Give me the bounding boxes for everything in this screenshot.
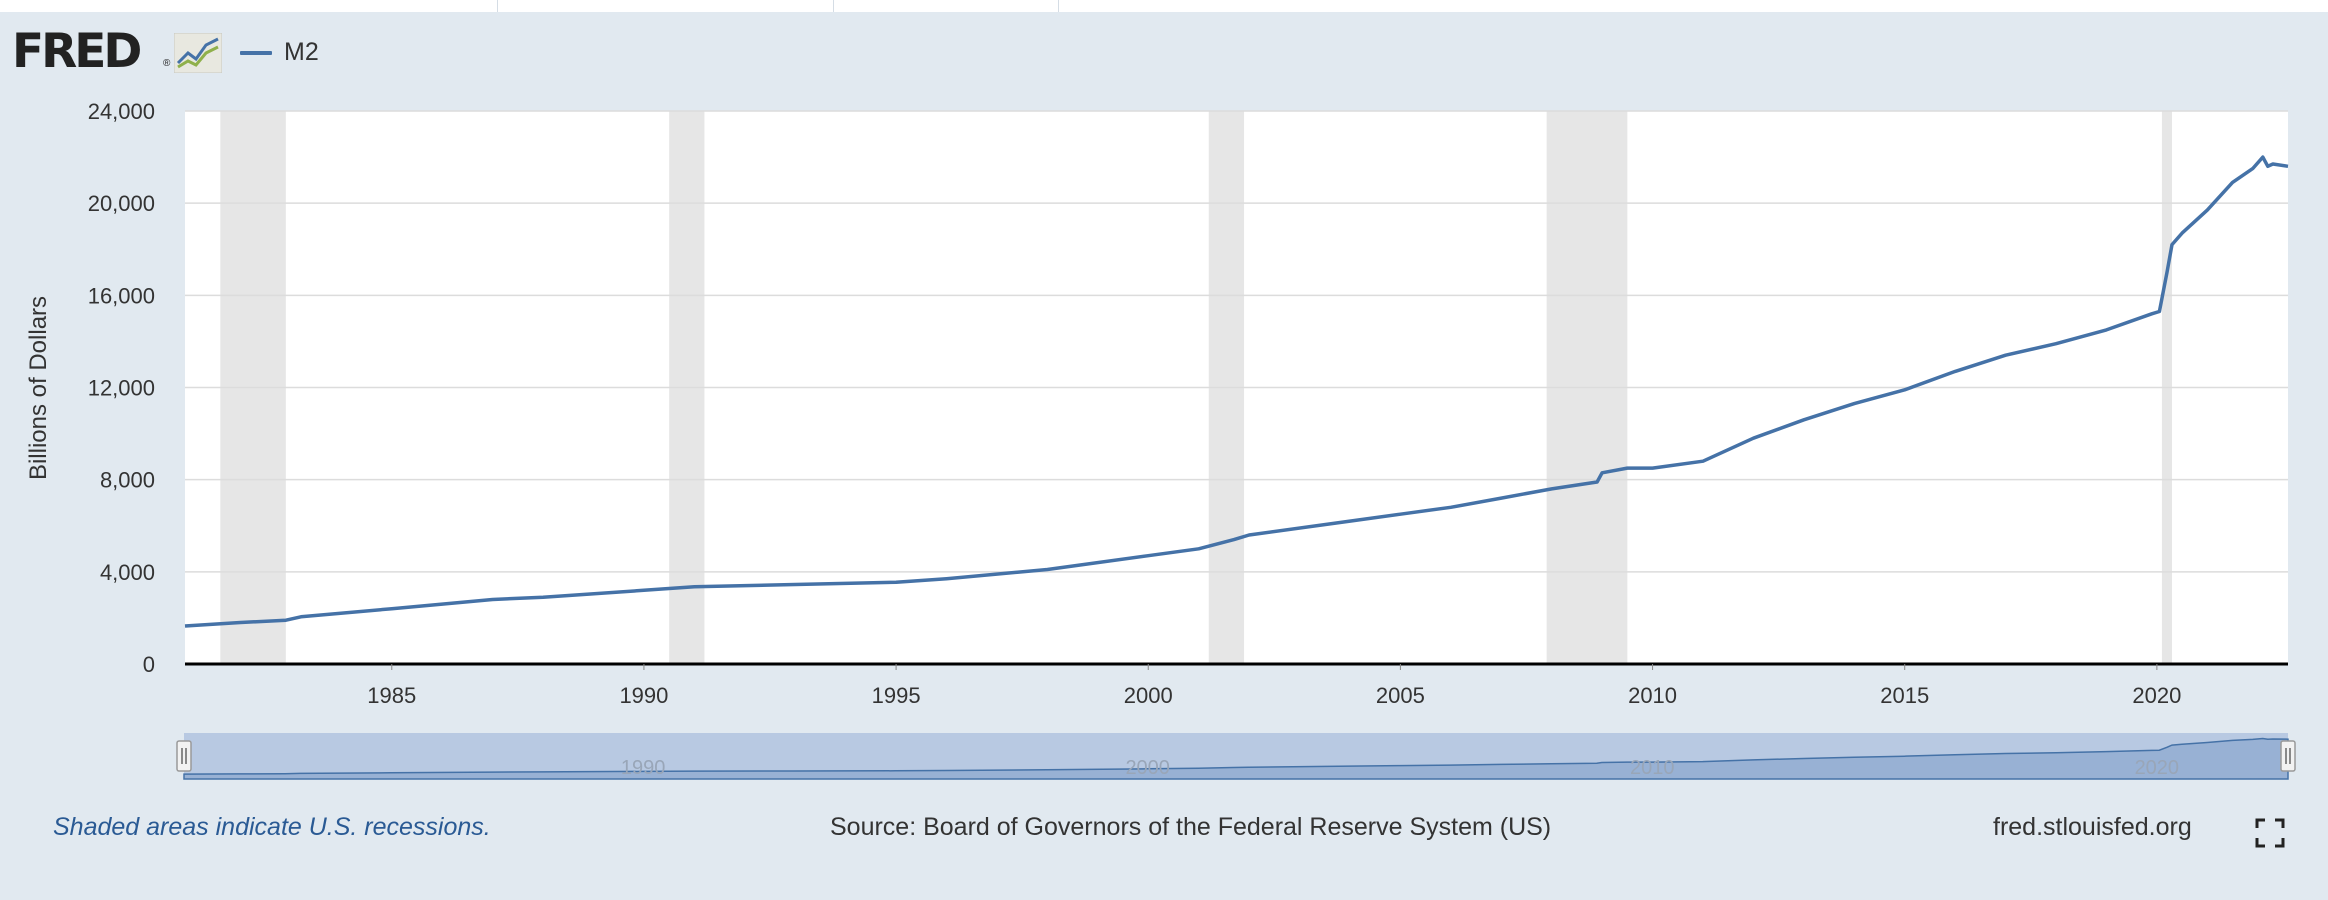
browser-tab-strip xyxy=(0,0,2328,12)
navigator-tick-label: 2010 xyxy=(1630,757,1675,779)
recession-note: Shaded areas indicate U.S. recessions. xyxy=(53,813,491,841)
legend[interactable]: M2 xyxy=(240,38,319,67)
navigator-tick-label: 2000 xyxy=(1125,757,1170,779)
logo-registered-mark: ® xyxy=(163,58,171,69)
y-axis-label: Billions of Dollars xyxy=(25,296,52,480)
x-tick-label: 2000 xyxy=(1124,683,1173,708)
y-tick-label: 16,000 xyxy=(88,283,155,308)
navigator-tick-label: 1990 xyxy=(621,757,666,779)
tab-separator xyxy=(833,0,834,12)
navigator-tick-label: 2020 xyxy=(2135,757,2180,779)
site-link[interactable]: fred.stlouisfed.org xyxy=(1993,813,2192,841)
fred-graph-icon xyxy=(174,33,222,73)
y-tick-label: 20,000 xyxy=(88,191,155,216)
navigator-handle-right[interactable] xyxy=(2280,740,2296,772)
navigator-series xyxy=(183,737,2289,780)
y-tick-label: 24,000 xyxy=(88,99,155,124)
fullscreen-icon[interactable] xyxy=(2255,818,2285,848)
tab-separator xyxy=(1058,0,1059,12)
x-tick-label: 2010 xyxy=(1628,683,1677,708)
x-tick-label: 2005 xyxy=(1376,683,1425,708)
tab-separator xyxy=(497,0,498,12)
y-tick-label: 0 xyxy=(143,652,155,677)
logo-text: FRED xyxy=(12,24,142,79)
series-line-m2 xyxy=(184,155,2289,628)
legend-label-m2: M2 xyxy=(284,38,319,66)
x-tick-label: 2020 xyxy=(2132,683,2181,708)
x-tick-label: 1995 xyxy=(872,683,921,708)
y-tick-label: 4,000 xyxy=(100,560,155,585)
y-tick-label: 12,000 xyxy=(88,376,155,401)
x-tick-label: 1985 xyxy=(367,683,416,708)
y-tick-label: 8,000 xyxy=(100,468,155,493)
source-text: Source: Board of Governors of the Federa… xyxy=(830,813,1552,841)
x-tick-label: 1990 xyxy=(619,683,668,708)
legend-swatch xyxy=(240,50,272,55)
x-tick-label: 2015 xyxy=(1880,683,1929,708)
navigator-handle-left[interactable] xyxy=(176,740,192,772)
